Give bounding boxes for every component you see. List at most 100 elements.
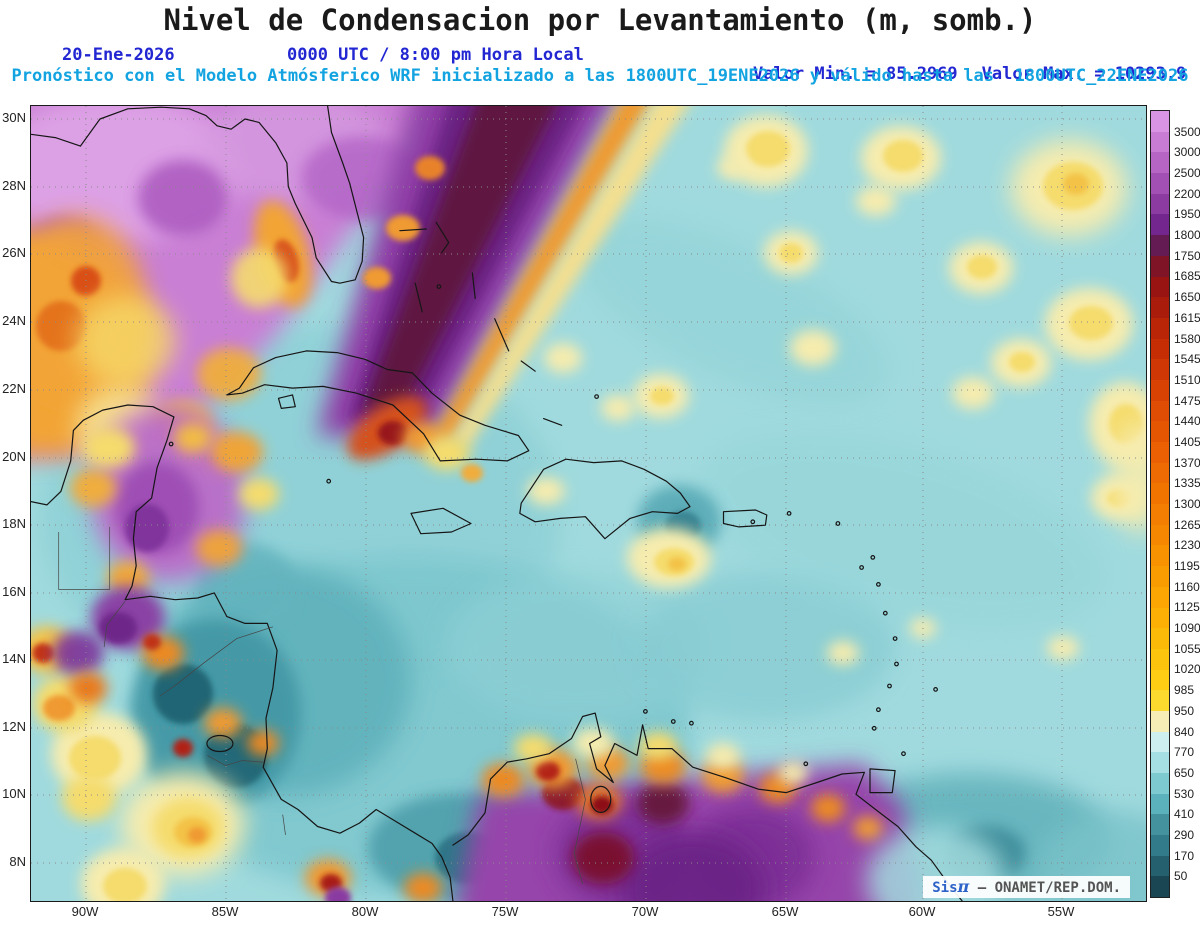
colorbar-label: 1440 [1174, 414, 1200, 429]
colorbar-segment [1151, 835, 1169, 856]
lon-tick-label: 60W [908, 904, 936, 919]
colorbar-segment [1151, 524, 1169, 546]
forecast-time: 0000 UTC / 8:00 pm Hora Local [287, 45, 584, 65]
colorbar-segment [1151, 297, 1169, 318]
colorbar-legend [1150, 110, 1170, 898]
lon-tick-label: 65W [771, 904, 799, 919]
colorbar-label: 1650 [1174, 290, 1200, 305]
valor-min-label: Valor Min. = 85.2969 [752, 63, 958, 84]
colorbar-label: 985 [1174, 683, 1195, 698]
colorbar-segment [1151, 483, 1169, 505]
value-range: Valor Min. = 85.2969 Valor Max. = 10293.9 [712, 46, 1186, 102]
colorbar-label: 1800 [1174, 228, 1200, 243]
colorbar-label: 1090 [1174, 621, 1200, 636]
lon-tick-label: 75W [491, 904, 519, 919]
colorbar-segment [1151, 359, 1169, 380]
colorbar-label: 1580 [1174, 331, 1200, 346]
colorbar-label: 1300 [1174, 497, 1200, 511]
colorbar-segment [1151, 317, 1169, 339]
colorbar-segment [1151, 504, 1169, 525]
colorbar-segment [1151, 855, 1169, 877]
colorbar-segment [1151, 690, 1169, 711]
lat-tick-label: 22N [2, 381, 26, 396]
colorbar-label: 1545 [1174, 352, 1200, 367]
colorbar-segment [1151, 773, 1169, 794]
colorbar-label: 1950 [1174, 207, 1200, 222]
colorbar-segment [1151, 710, 1169, 732]
colorbar-segment [1151, 400, 1169, 422]
colorbar-label: 1370 [1174, 455, 1200, 470]
colorbar-label: 1055 [1174, 641, 1200, 656]
colorbar-label: 1125 [1174, 600, 1200, 615]
colorbar-label: 3500 [1174, 124, 1200, 139]
lat-tick-label: 26N [2, 245, 26, 260]
watermark-credit: Sisπ — ONAMET/REP.DOM. [923, 876, 1130, 898]
watermark-sispi: Sisπ [932, 877, 970, 896]
colorbar-segment [1151, 235, 1169, 256]
lat-tick-label: 24N [2, 313, 26, 328]
colorbar-segment [1151, 628, 1169, 649]
colorbar-segment [1151, 586, 1169, 608]
lat-tick-label: 8N [9, 854, 26, 869]
colorbar-segment [1151, 379, 1169, 401]
colorbar-label: 1020 [1174, 662, 1200, 677]
colorbar-segment [1151, 566, 1169, 587]
colorbar-segment [1151, 152, 1169, 174]
colorbar-segment [1151, 648, 1169, 670]
colorbar-label: 1685 [1174, 269, 1200, 284]
colorbar-segment [1151, 173, 1169, 194]
colorbar-segment [1151, 214, 1169, 236]
colorbar-label: 530 [1174, 786, 1195, 801]
colorbar-label: 2200 [1174, 186, 1200, 201]
coastlines [31, 106, 963, 901]
colorbar-label: 840 [1174, 724, 1195, 739]
colorbar-segment [1151, 462, 1169, 484]
colorbar-label: 290 [1174, 827, 1195, 842]
lon-tick-label: 55W [1047, 904, 1075, 919]
forecast-date: 20-Ene-2026 [62, 45, 175, 65]
colorbar-segment [1151, 421, 1169, 442]
lat-tick-label: 14N [2, 651, 26, 666]
lat-tick-label: 30N [2, 110, 26, 125]
lon-tick-label: 80W [351, 904, 379, 919]
map-canvas: Sisπ — ONAMET/REP.DOM. [30, 105, 1147, 902]
colorbar-segment [1151, 669, 1169, 691]
valor-max-label: Valor Max. = 10293.9 [981, 63, 1187, 84]
contour-map [31, 106, 1146, 901]
colorbar-segment [1151, 276, 1169, 298]
colorbar-label: 770 [1174, 745, 1195, 760]
colorbar-label: 1335 [1174, 476, 1200, 491]
colorbar-segment [1151, 752, 1169, 773]
colorbar-label: 650 [1174, 765, 1195, 780]
lon-tick-label: 70W [631, 904, 659, 919]
lat-tick-label: 18N [2, 516, 26, 531]
lon-tick-label: 90W [71, 904, 99, 919]
colorbar-label: 950 [1174, 703, 1195, 718]
colorbar-segment [1151, 814, 1169, 836]
colorbar-segment [1151, 545, 1169, 567]
colorbar-label: 3000 [1174, 145, 1200, 160]
watermark-org: — ONAMET/REP.DOM. [977, 880, 1121, 896]
colorbar-segment [1151, 255, 1169, 277]
colorbar-label: 1615 [1174, 310, 1200, 325]
colorbar-segment [1151, 193, 1169, 215]
colorbar-segment [1151, 731, 1169, 753]
lon-tick-label: 85W [211, 904, 239, 919]
colorbar-label: 410 [1174, 807, 1195, 822]
model-run-info: Pronóstico con el Modelo Atmósferico WRF… [11, 66, 1189, 86]
lat-tick-label: 10N [2, 786, 26, 801]
colorbar-label: 1405 [1174, 434, 1200, 449]
colorbar-segment [1151, 338, 1169, 360]
colorbar-segment [1151, 442, 1169, 463]
colorbar-label: 1475 [1174, 393, 1200, 408]
grid-lines [31, 106, 1146, 901]
colorbar-label: 170 [1174, 848, 1195, 863]
colorbar-segment [1151, 876, 1169, 898]
colorbar-label: 1160 [1174, 579, 1200, 594]
lat-tick-label: 12N [2, 719, 26, 734]
colorbar-segment [1151, 131, 1169, 153]
colorbar-segment [1151, 111, 1169, 132]
lat-tick-label: 28N [2, 178, 26, 193]
colorbar-label: 2500 [1174, 166, 1200, 181]
